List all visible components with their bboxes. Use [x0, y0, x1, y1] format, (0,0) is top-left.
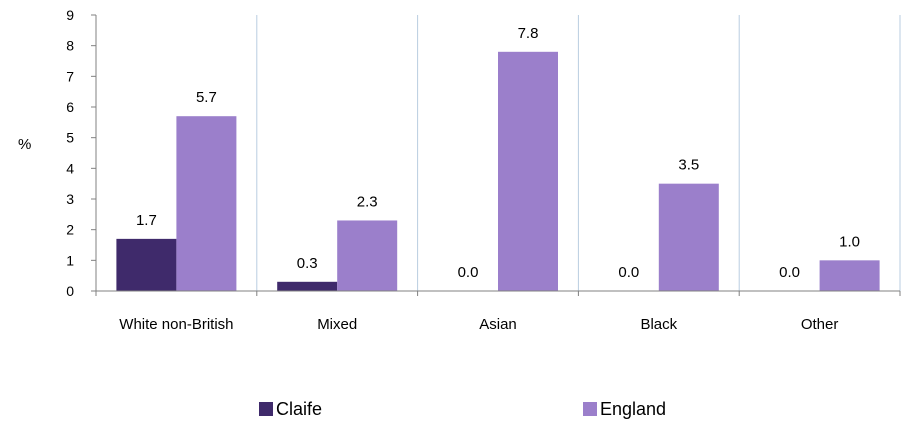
x-tick-label: Mixed [317, 316, 357, 333]
data-label-claife-0: 1.7 [136, 212, 157, 229]
bar-claife-1 [277, 281, 338, 291]
y-tick-label: 7 [66, 68, 74, 84]
y-tick-label: 4 [66, 160, 74, 176]
data-label-claife-2: 0.0 [458, 264, 479, 281]
gridlines [256, 15, 901, 291]
data-label-claife-1: 0.3 [297, 255, 318, 272]
x-axis-ticks: White non-British Mixed Asian Black Other [95, 291, 901, 333]
y-tick-label: 0 [66, 283, 74, 299]
legend: Claife England [259, 399, 666, 419]
bar-england-3 [658, 183, 719, 291]
y-axis-ticks: 0 1 2 3 4 5 6 7 8 9 [66, 7, 96, 299]
x-tick-label: White non-British [119, 316, 233, 333]
legend-label-england: England [600, 399, 666, 419]
y-tick-label: 2 [66, 222, 74, 238]
legend-swatch-england [583, 402, 597, 416]
y-tick-label: 6 [66, 99, 74, 115]
x-tick-label: Other [801, 316, 839, 333]
bar-england-0 [176, 116, 237, 291]
legend-swatch-claife [259, 402, 273, 416]
data-labels: 1.7 5.7 0.3 2.3 0.0 7.8 0.0 3.5 0.0 1.0 [136, 25, 860, 281]
data-label-claife-3: 0.0 [618, 264, 639, 281]
y-tick-label: 5 [66, 130, 74, 146]
data-label-england-1: 2.3 [357, 193, 378, 210]
y-axis-label: % [18, 136, 31, 153]
bar-claife-0 [116, 238, 177, 291]
legend-label-claife: Claife [276, 399, 322, 419]
bar-england-2 [498, 51, 558, 291]
bars [116, 51, 880, 291]
data-label-england-4: 1.0 [839, 233, 860, 250]
y-tick-label: 9 [66, 7, 74, 23]
data-label-england-3: 3.5 [678, 157, 699, 174]
bar-england-4 [819, 260, 880, 291]
data-label-england-2: 7.8 [518, 25, 539, 42]
axes [95, 15, 900, 292]
x-tick-label: Asian [479, 316, 517, 333]
y-tick-label: 3 [66, 191, 74, 207]
data-label-claife-4: 0.0 [779, 264, 800, 281]
y-tick-label: 1 [66, 252, 74, 268]
x-tick-label: Black [640, 316, 677, 333]
data-label-england-0: 5.7 [196, 89, 217, 106]
bar-england-1 [337, 220, 398, 291]
y-tick-label: 8 [66, 38, 74, 54]
